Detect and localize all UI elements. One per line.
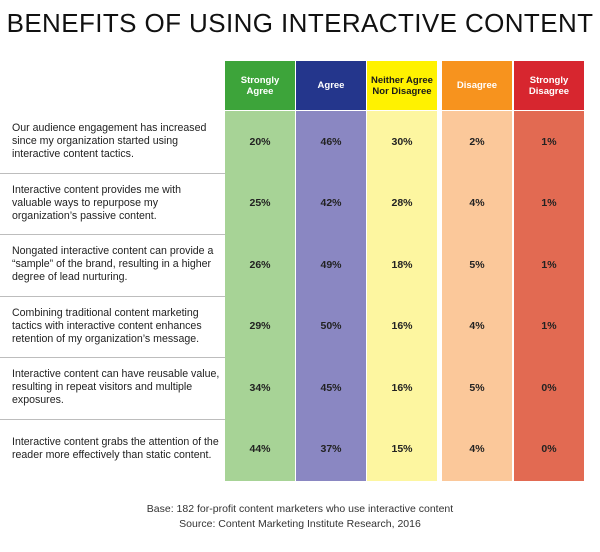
- row-label: Interactive content provides me with val…: [12, 183, 181, 222]
- table-cell: 18%: [391, 258, 413, 271]
- table-cell: 0%: [541, 443, 557, 456]
- table-cell: 16%: [391, 320, 413, 333]
- row-label: Interactive content grabs the attention …: [12, 436, 219, 462]
- table-cell: 20%: [249, 135, 271, 148]
- table-cell: 45%: [320, 381, 342, 394]
- table-cell: 26%: [249, 258, 271, 271]
- table-cell: 44%: [249, 443, 271, 456]
- row-label: Combining traditional content marketing …: [12, 306, 202, 345]
- table-cell: 29%: [249, 320, 271, 333]
- table-cell: 4%: [469, 320, 485, 333]
- table-cell: 1%: [541, 135, 557, 148]
- table-cell: 25%: [249, 197, 271, 210]
- table-cell: 5%: [469, 381, 485, 394]
- table-cell: 1%: [541, 320, 557, 333]
- row-divider: [0, 357, 225, 358]
- table-cell: 16%: [391, 381, 413, 394]
- table-cell: 4%: [469, 443, 485, 456]
- row-label: Our audience engagement has increased si…: [12, 122, 207, 161]
- table-cell: 2%: [469, 135, 485, 148]
- row-divider: [0, 295, 225, 297]
- table-cell: 5%: [469, 258, 485, 271]
- row-label: Interactive content can have reusable va…: [12, 368, 220, 407]
- column-header-disagree: Disagree: [442, 61, 512, 110]
- column-header-strongly-agree: Strongly Agree: [225, 61, 295, 110]
- table-cell: 42%: [320, 197, 342, 210]
- column-background: [514, 111, 584, 481]
- row-divider: [0, 418, 225, 420]
- table-cell: 50%: [320, 320, 342, 333]
- table-cell: 37%: [320, 443, 342, 456]
- table-cell: 0%: [541, 381, 557, 394]
- footnote-source: Source: Content Marketing Institute Rese…: [179, 518, 421, 530]
- column-background: [296, 111, 366, 481]
- table-cell: 49%: [320, 258, 342, 271]
- column-background: [442, 111, 512, 481]
- row-divider: [0, 234, 225, 235]
- column-background: [367, 111, 437, 481]
- column-background: [225, 111, 295, 481]
- column-header-neither-agree-nor-disagree: Neither Agree Nor Disagree: [367, 61, 437, 110]
- chart-title: BENEFITS OF USING INTERACTIVE CONTENT: [6, 8, 594, 38]
- column-header-agree: Agree: [296, 61, 366, 110]
- footnote-base: Base: 182 for-profit content marketers w…: [146, 503, 454, 515]
- table-cell: 34%: [249, 381, 271, 394]
- table-cell: 1%: [541, 258, 557, 271]
- table-cell: 15%: [391, 443, 413, 456]
- row-label: Nongated interactive content can provide…: [12, 245, 214, 284]
- row-divider: [0, 172, 225, 174]
- table-cell: 1%: [541, 197, 557, 210]
- table-cell: 30%: [391, 135, 413, 148]
- table-cell: 46%: [320, 135, 342, 148]
- table-cell: 4%: [469, 197, 485, 210]
- table-cell: 28%: [391, 197, 413, 210]
- column-header-strongly-disagree: Strongly Disagree: [514, 61, 584, 110]
